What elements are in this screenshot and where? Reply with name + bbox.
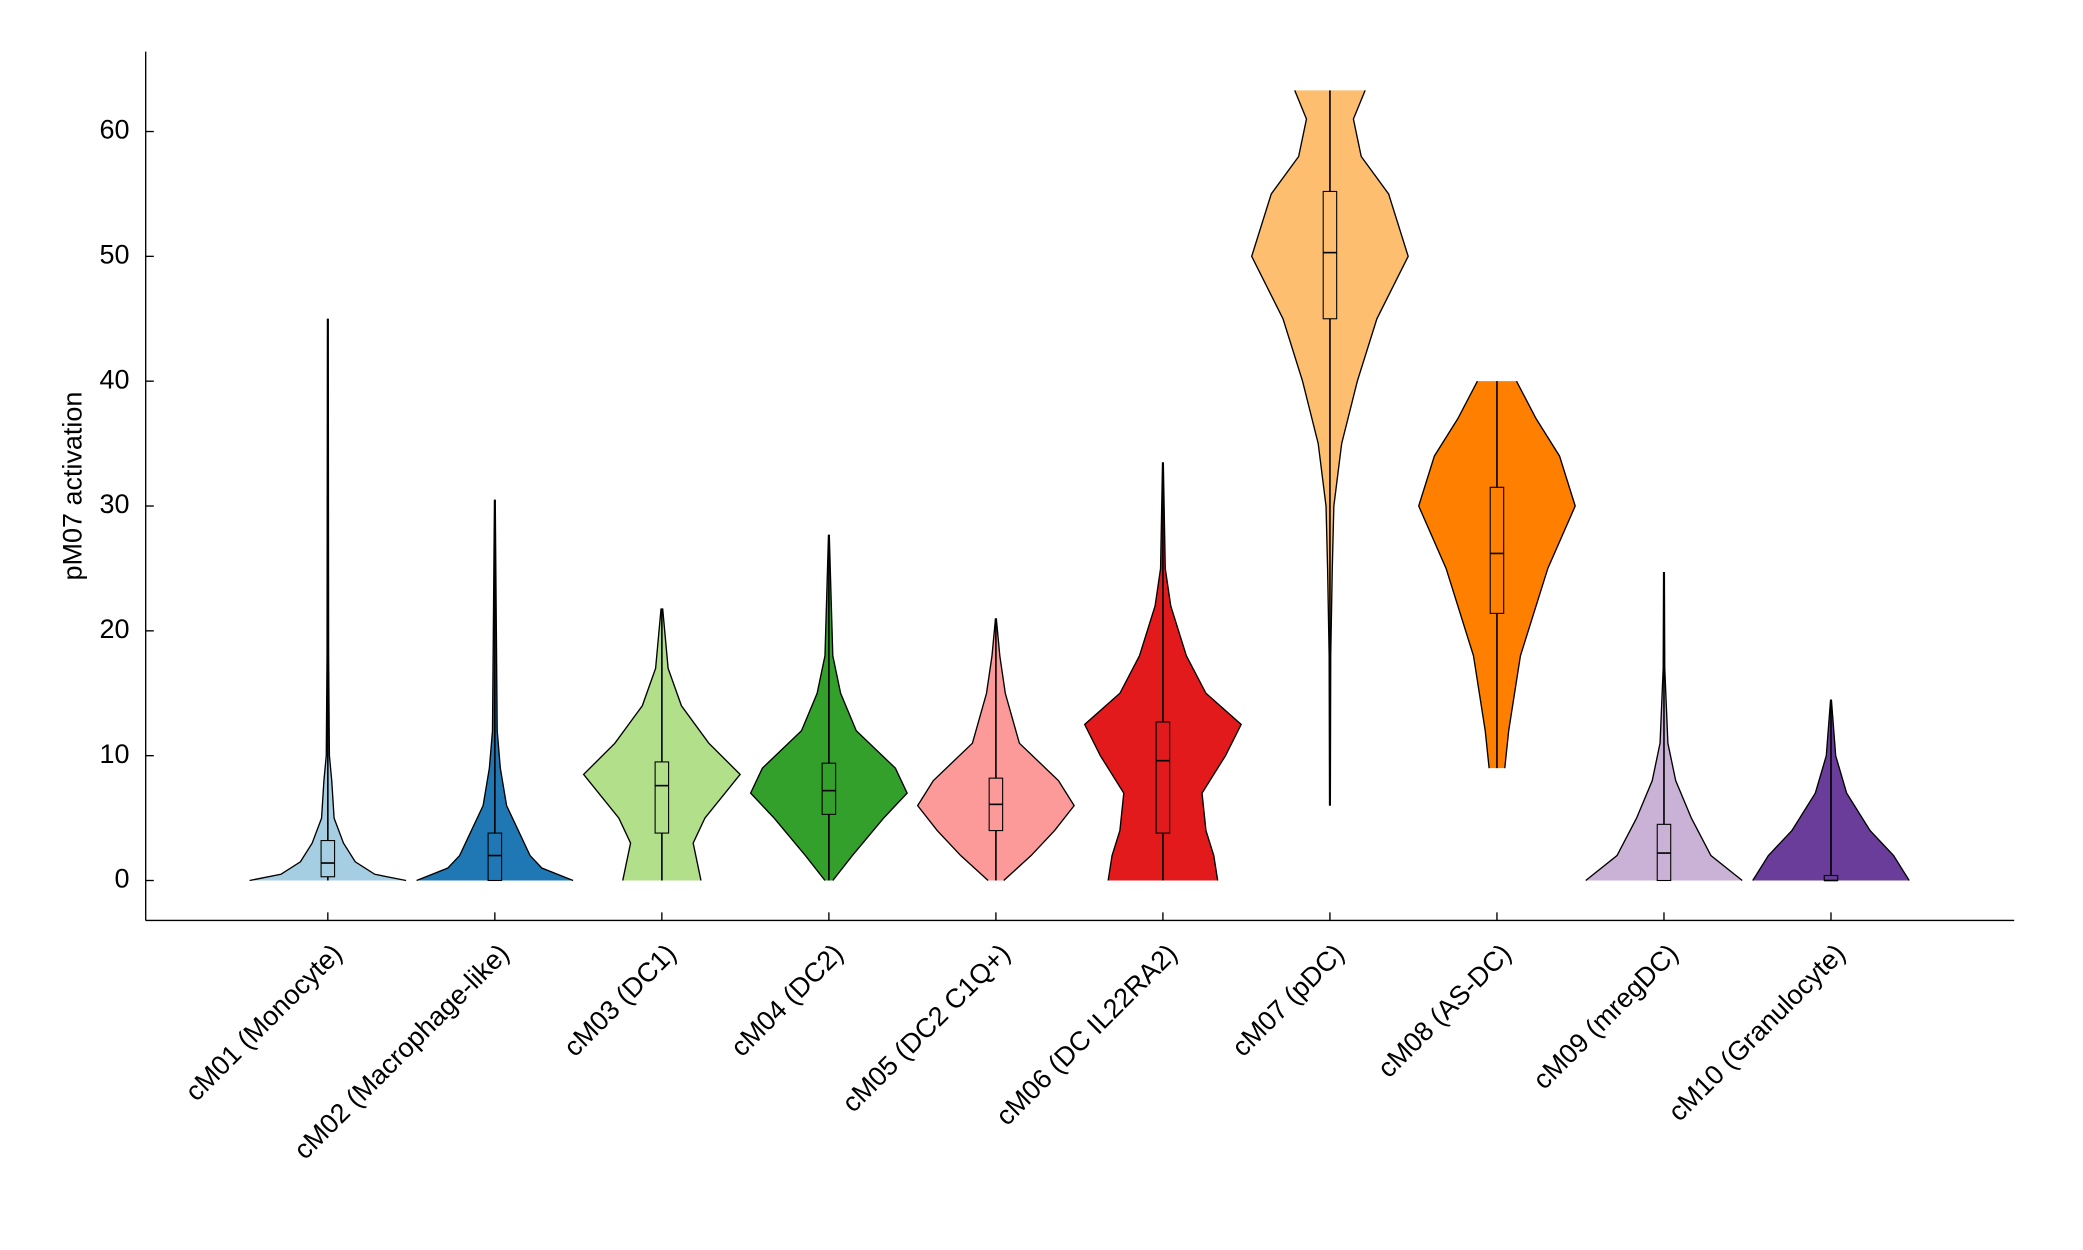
box — [1155, 721, 1171, 834]
y-tick-label: 60 — [100, 115, 130, 145]
x-tick-label: cM07 (pDC) — [1226, 938, 1350, 1062]
x-tick-label: cM01 (Monocyte) — [179, 938, 348, 1107]
x-tick-label: cM10 (Granulocyte) — [1662, 938, 1851, 1127]
y-tick-label: 40 — [100, 364, 130, 394]
violin-outline — [1162, 462, 1243, 881]
violin-outline — [249, 318, 329, 882]
x-tick-label: cM08 (AS-DC) — [1372, 938, 1517, 1083]
box — [821, 762, 837, 815]
violin-outline — [749, 534, 830, 881]
violin-outline — [494, 499, 574, 882]
violin-outline — [1083, 462, 1164, 881]
x-tick-label: cM06 (DC IL22RA2) — [990, 938, 1183, 1131]
y-tick-label: 0 — [115, 864, 130, 894]
y-tick-label: 20 — [100, 614, 130, 644]
box — [654, 761, 670, 834]
violin-outline — [1250, 90, 1331, 806]
violin-outline — [1329, 90, 1409, 806]
violin-outline — [582, 608, 662, 881]
y-tick-label: 30 — [100, 489, 130, 519]
violin-outline — [828, 534, 908, 881]
violin-outline — [327, 318, 407, 882]
x-tick-label: cM04 (DC2) — [725, 938, 849, 1062]
box — [1322, 190, 1338, 320]
box — [487, 832, 503, 882]
y-axis-label: pM07 activation — [57, 392, 87, 581]
x-tick-label: cM03 (DC1) — [558, 938, 682, 1062]
box — [320, 840, 336, 878]
violin-outline — [1504, 380, 1576, 769]
y-tick-label: 10 — [100, 739, 130, 769]
violin-outline — [995, 618, 1075, 882]
y-tick-label: 50 — [100, 239, 130, 269]
violin-outline — [916, 618, 997, 882]
violin-outline — [1752, 699, 1832, 881]
violin-outline — [1417, 380, 1490, 769]
x-tick-label: cM09 (mregDC) — [1527, 938, 1684, 1095]
violin-outline — [416, 499, 496, 882]
violin-outline — [1830, 699, 1910, 881]
box — [1489, 486, 1505, 614]
violin-outline — [661, 608, 742, 881]
x-tick-label: cM05 (DC2 C1Q+) — [836, 938, 1016, 1118]
